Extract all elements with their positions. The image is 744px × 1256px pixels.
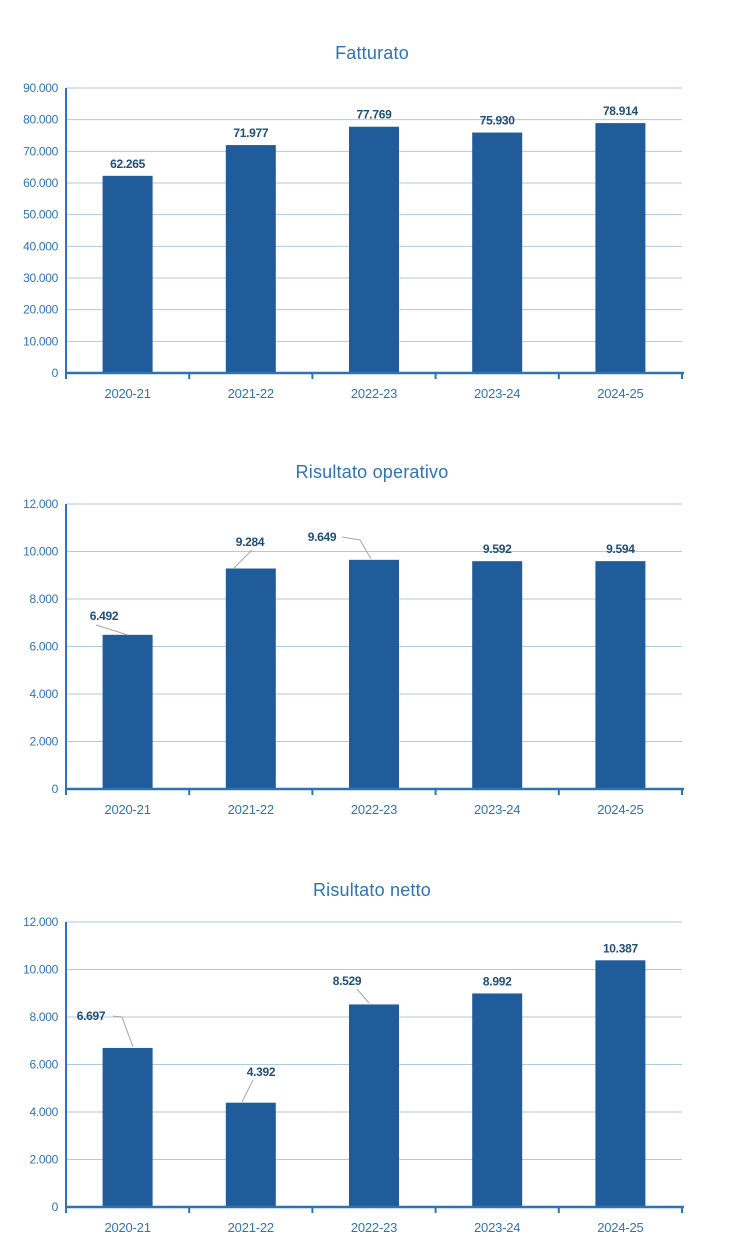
y-tick-label: 8.000 — [29, 1010, 58, 1024]
data-label: 62.265 — [110, 157, 146, 171]
data-label: 9.592 — [483, 542, 512, 556]
y-tick-label: 40.000 — [23, 239, 59, 253]
bar — [225, 1102, 276, 1207]
y-tick-label: 12.000 — [23, 497, 59, 511]
y-tick-label: 2.000 — [29, 1153, 58, 1167]
bar — [225, 568, 276, 789]
chart-title-fatturato: Fatturato — [335, 43, 409, 63]
y-tick-label: 0 — [52, 1200, 59, 1214]
x-category-label: 2020-21 — [104, 386, 150, 401]
data-label: 75.930 — [480, 114, 516, 128]
x-category-label: 2023-24 — [474, 386, 520, 401]
y-tick-label: 10.000 — [23, 963, 59, 977]
leader-line — [233, 549, 253, 569]
x-category-label: 2024-25 — [597, 1220, 643, 1235]
x-category-label: 2022-23 — [351, 386, 397, 401]
data-label: 8.992 — [483, 974, 512, 988]
y-tick-label: 70.000 — [23, 144, 59, 158]
y-tick-label: 6.000 — [29, 640, 58, 654]
bar — [349, 1004, 399, 1207]
bar — [595, 561, 646, 789]
bar-chart-risultato-netto: 0 2.000 4.000 6.000 8.000 10.000 12.000 2020-21… — [23, 915, 684, 1235]
x-category-label: 2024-25 — [597, 386, 643, 401]
x-category-label: 2021-22 — [228, 802, 274, 817]
data-label: 9.594 — [606, 542, 635, 556]
data-label: 8.529 — [333, 974, 362, 988]
bar — [102, 1047, 153, 1207]
bar — [102, 634, 153, 789]
x-category-label: 2023-24 — [474, 802, 520, 817]
bar — [349, 559, 399, 789]
y-tick-label: 0 — [52, 782, 59, 796]
bar — [349, 126, 399, 373]
y-tick-label: 6.000 — [29, 1058, 58, 1072]
bar — [472, 993, 523, 1207]
data-label: 9.284 — [236, 535, 265, 549]
bar-chart-risultato-operativo: 0 2.000 4.000 6.000 8.000 10.000 12.000 2020-21… — [23, 497, 684, 817]
chart-section-risultato-operativo: Risultato operativo 0 2.000 4.000 6.000 8.00… — [0, 460, 744, 824]
data-label: 78.914 — [603, 104, 639, 118]
data-label: 77.769 — [357, 108, 393, 122]
x-category-label: 2022-23 — [351, 1220, 397, 1235]
bar — [102, 175, 153, 373]
leader-line — [241, 1079, 254, 1103]
chart-section-risultato-netto: Risultato netto 0 2.000 4.000 6.000 8.000 10.… — [0, 878, 744, 1242]
y-tick-label: 50.000 — [23, 208, 59, 222]
y-tick-label: 2.000 — [29, 735, 58, 749]
leader-line — [95, 624, 129, 636]
y-tick-label: 0 — [52, 366, 59, 380]
bar — [472, 132, 523, 373]
y-tick-label: 30.000 — [23, 271, 59, 285]
leader-line — [356, 988, 370, 1004]
chart-title-risultato-operativo: Risultato operativo — [295, 462, 449, 482]
x-category-label: 2020-21 — [104, 1220, 150, 1235]
y-tick-label: 90.000 — [23, 81, 59, 95]
y-tick-label: 4.000 — [29, 687, 58, 701]
data-label: 4.392 — [247, 1065, 276, 1079]
leader-line — [341, 536, 372, 560]
x-category-label: 2021-22 — [228, 386, 274, 401]
y-tick-label: 12.000 — [23, 915, 59, 929]
bar — [225, 145, 276, 373]
y-tick-label: 80.000 — [23, 113, 59, 127]
y-tick-label: 4.000 — [29, 1105, 58, 1119]
chart-section-fatturato: Fatturato 0 10.000 20.000 30.000 40.000 50.00… — [0, 41, 744, 408]
x-category-label: 2020-21 — [104, 802, 150, 817]
y-tick-label: 20.000 — [23, 303, 59, 317]
y-tick-label: 8.000 — [29, 592, 58, 606]
y-tick-label: 10.000 — [23, 545, 59, 559]
y-tick-label: 60.000 — [23, 176, 59, 190]
x-category-label: 2024-25 — [597, 802, 643, 817]
data-label: 71.977 — [233, 126, 269, 140]
y-tick-label: 10.000 — [23, 334, 59, 348]
chart-title-risultato-netto: Risultato netto — [312, 880, 432, 900]
bar-chart-fatturato: 0 10.000 20.000 30.000 40.000 50.000 60.000 70.… — [23, 81, 684, 401]
bar — [595, 960, 646, 1207]
data-label: 6.492 — [90, 609, 119, 623]
x-category-label: 2023-24 — [474, 1220, 520, 1235]
leader-line — [112, 1015, 134, 1048]
data-label: 6.697 — [77, 1009, 106, 1023]
x-category-label: 2021-22 — [228, 1220, 274, 1235]
bar — [595, 123, 646, 373]
data-label: 10.387 — [603, 941, 639, 955]
x-category-label: 2022-23 — [351, 802, 397, 817]
data-label: 9.649 — [308, 530, 337, 544]
bar — [472, 561, 523, 789]
